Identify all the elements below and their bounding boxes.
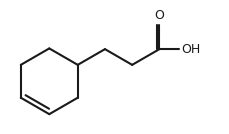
Text: O: O (154, 9, 164, 22)
Text: OH: OH (181, 43, 200, 56)
